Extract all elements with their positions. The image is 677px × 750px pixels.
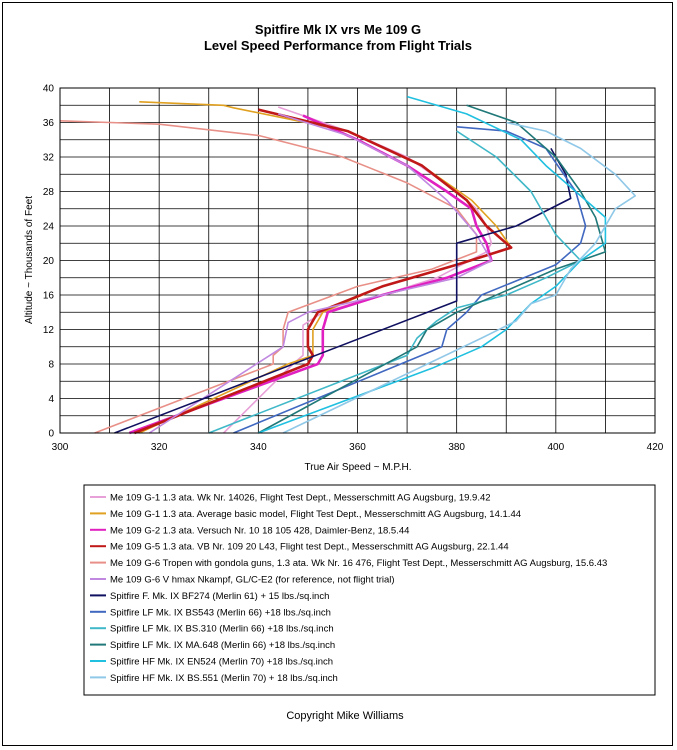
legend-entry-11: Spitfire HF Mk. IX EN524 (Merlin 70) +18… [110,657,333,668]
chart-subtitle: Level Speed Performance from Flight Tria… [204,38,472,53]
legend-entry-3: Me 109 G-2 1.3 ata. Versuch Nr. 10 18 10… [110,525,409,536]
x-tick-label: 320 [151,442,168,453]
y-tick-label: 0 [48,429,54,440]
x-axis-label: True Air Speed ~ M.P.H. [305,462,412,473]
series-line-4 [133,108,513,435]
y-tick-label: 36 [43,118,55,129]
series-line-12 [282,121,636,434]
copyright-credit: Copyright Mike Williams [286,710,404,722]
legend-entry-10: Spitfire LF Mk. IX MA.648 (Merlin 66) +1… [110,640,335,651]
series-line-3 [128,114,493,435]
y-tick-label: 4 [48,394,54,405]
y-tick-label: 8 [48,360,54,371]
x-tick-label: 380 [448,442,465,453]
y-tick-label: 40 [43,84,55,95]
legend-entry-1: Me 109 G-1 1.3 ata. Wk Nr. 14026, Flight… [110,493,491,504]
series-layer [59,95,636,435]
series-line-11 [258,95,607,434]
plot-border [59,87,656,434]
x-tick-label: 400 [547,442,564,453]
series-line-7 [114,148,572,434]
y-tick-label: 20 [43,256,55,267]
chart-title: Spitfire Mk IX vrs Me 109 G [255,22,421,37]
y-tick-label: 16 [43,291,55,302]
y-tick-label: 28 [43,187,55,198]
y-axis-label: Altitude ~ Thousands of Feet [24,196,35,324]
y-tick-label: 24 [43,222,55,233]
y-tick-label: 32 [43,153,55,164]
x-tick-label: 300 [52,442,69,453]
series-line-6 [148,113,493,434]
legend-entry-6: Me 109 G-6 V hmax Nkampf, GL/C-E2 (for r… [110,575,395,586]
legend-entry-5: Me 109 G-6 Tropen with gondola guns, 1.3… [110,558,607,569]
series-line-5 [59,120,478,434]
legend-entry-9: Spitfire LF Mk. IX BS.310 (Merlin 66) +1… [110,624,334,635]
legend-entry-12: Spitfire HF Mk. IX BS.551 (Merlin 70) + … [110,673,338,684]
tick-label-layer: 0 4 8 12 16 20 24 28 32 36 40 300 320 340 360 380 400 420 [43,84,664,454]
series-line-9 [208,130,582,434]
x-tick-label: 420 [647,442,664,453]
y-tick-label: 12 [43,325,55,336]
legend-layer: Me 109 G-1 1.3 ata. Wk Nr. 14026, Flight… [90,493,607,684]
legend-entry-8: Spitfire LF Mk. IX BS543 (Merlin 66) +18… [110,607,331,618]
legend-entry-7: Spitfire F. Mk. IX BF274 (Merlin 61) + 1… [110,591,329,602]
legend-box [83,484,656,696]
legend-entry-2: Me 109 G-1 1.3 ata. Average basic model,… [110,509,521,520]
legend-entry-4: Me 109 G-5 1.3 ata. VB Nr. 109 20 L43, F… [110,542,509,553]
x-tick-label: 360 [349,442,366,453]
x-tick-label: 340 [250,442,267,453]
